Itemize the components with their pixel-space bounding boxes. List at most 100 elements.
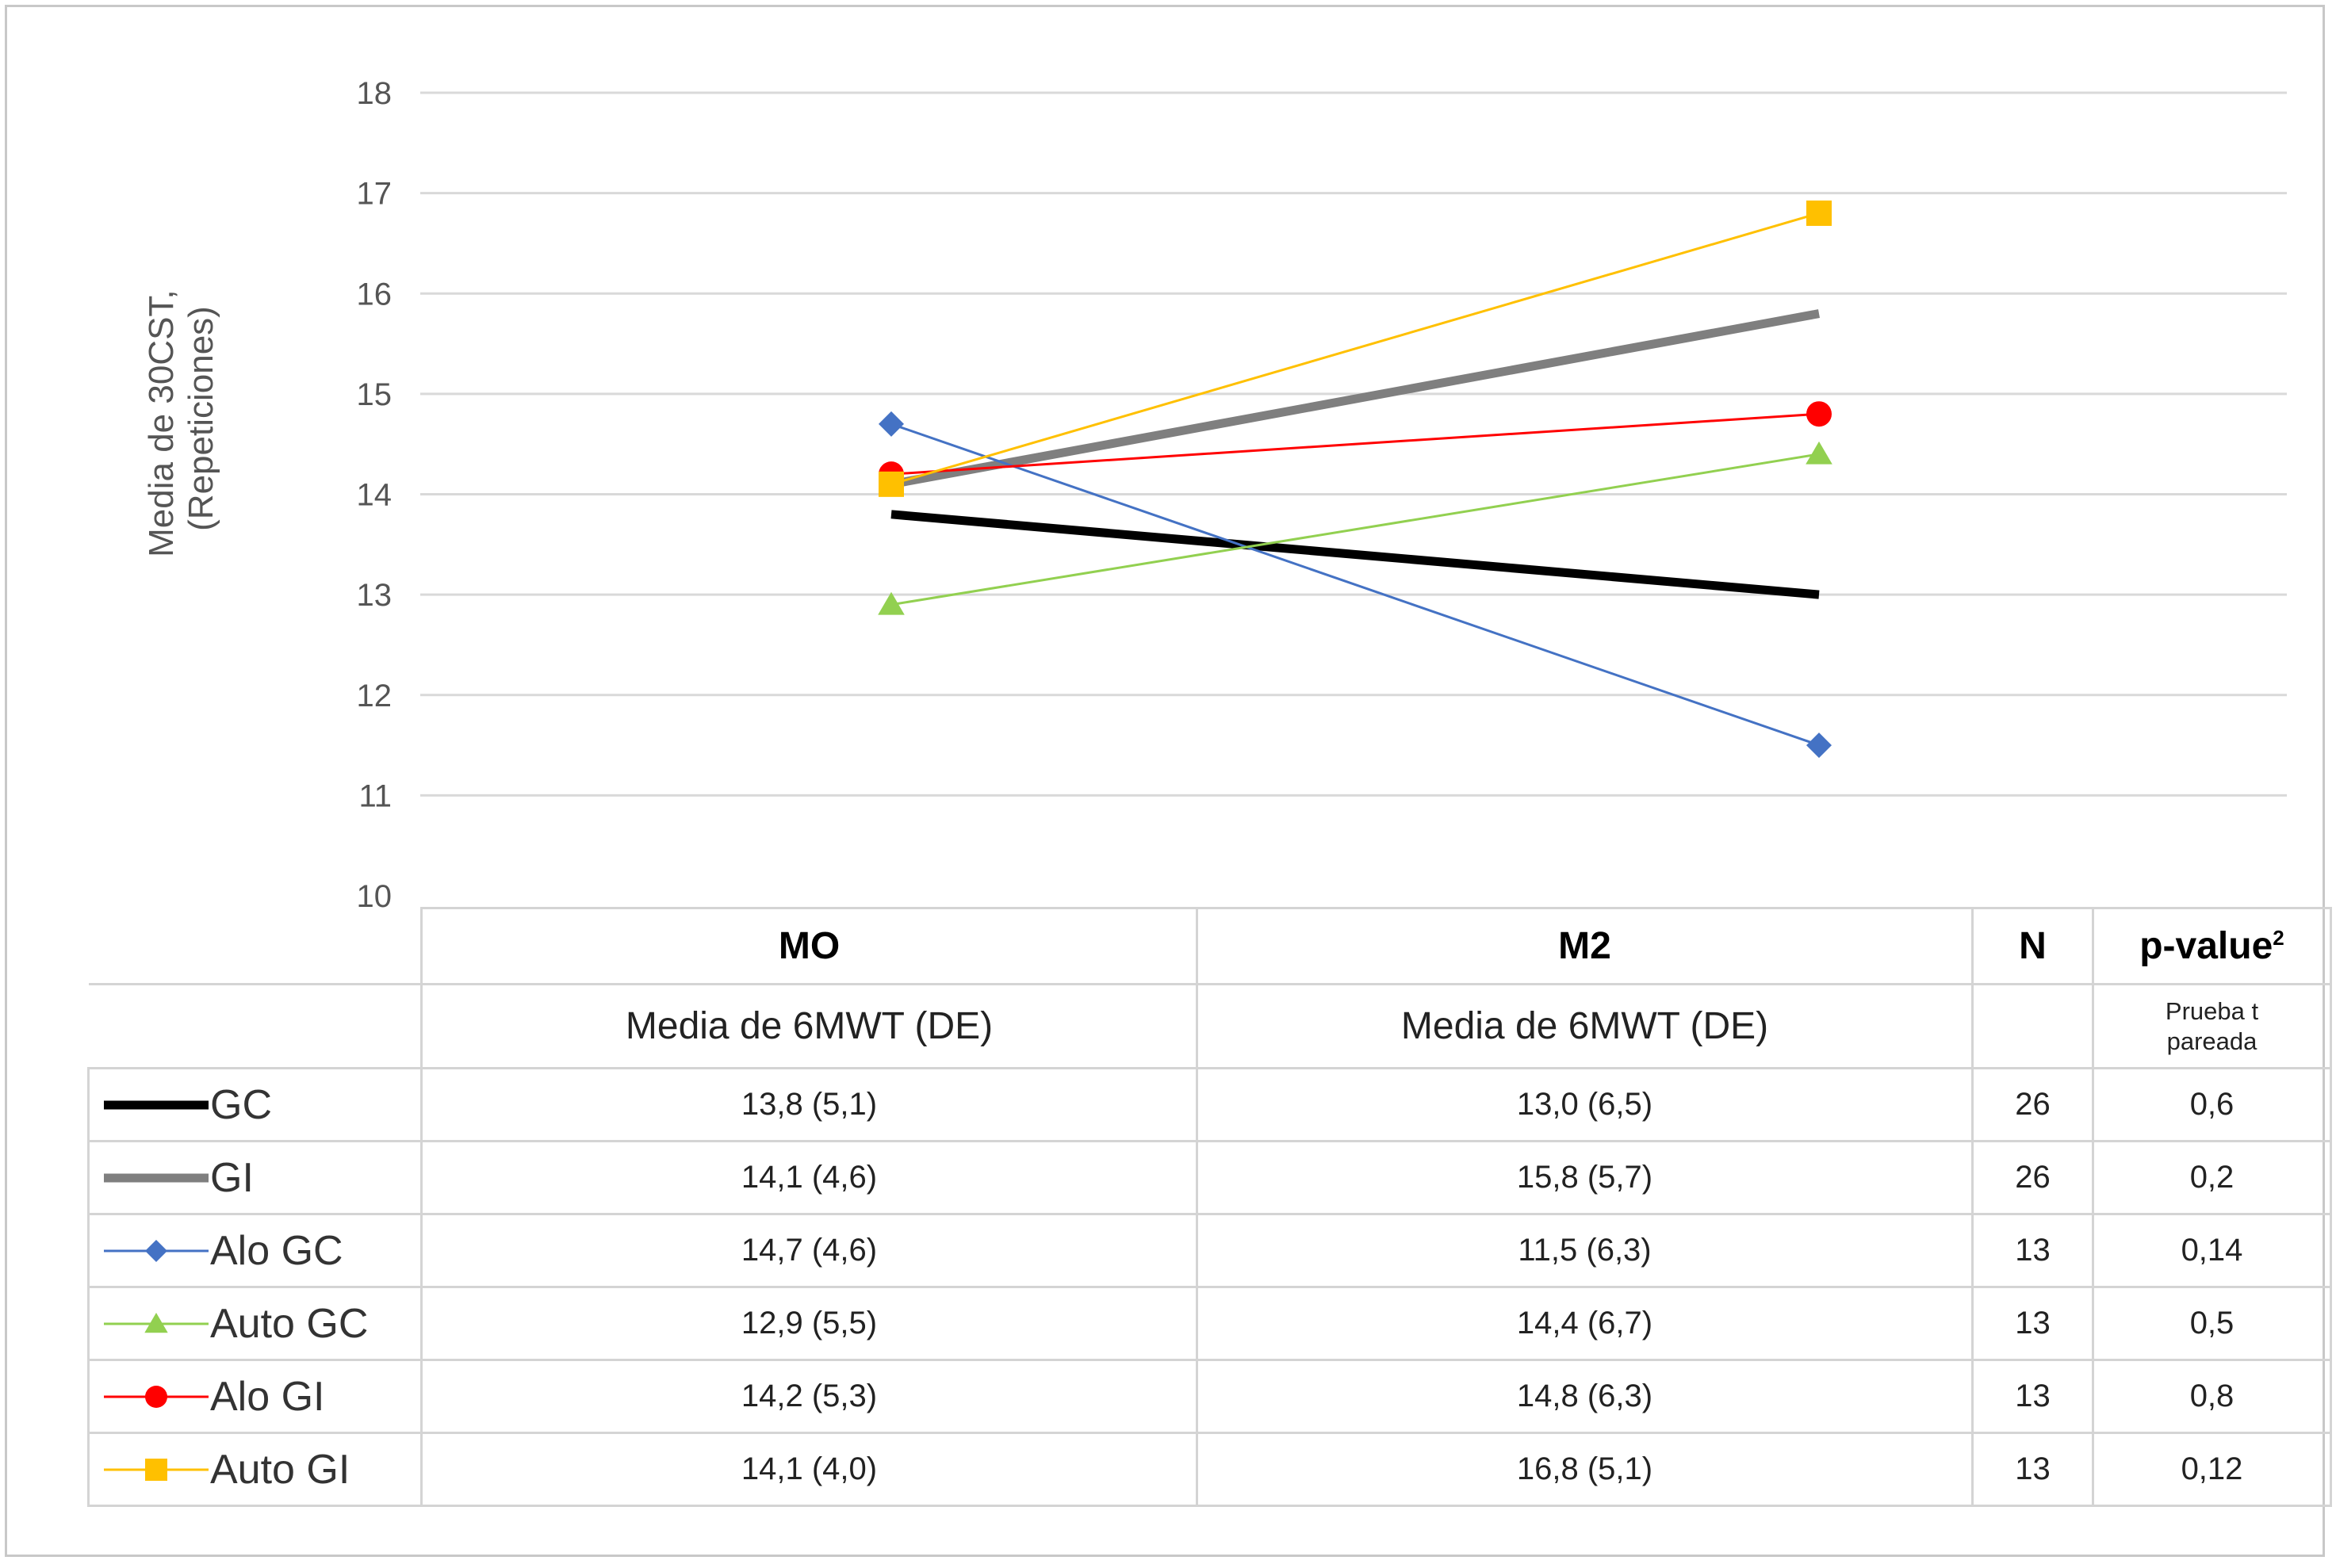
legend-label: Auto GC: [210, 1300, 369, 1347]
legend-cell: GI: [87, 1140, 423, 1215]
header-p-value-text: p-value: [2139, 925, 2273, 967]
legend-label: Alo GC: [210, 1227, 343, 1274]
y-tick-label: 13: [357, 578, 393, 613]
legend-key: [104, 1312, 209, 1333]
legend-cell: Auto GI: [87, 1432, 423, 1507]
square-marker: [1806, 200, 1832, 226]
subheader-n: [1971, 983, 2094, 1069]
legend-cell: GC: [87, 1067, 423, 1142]
figure-frame: [5, 5, 2325, 1557]
diamond-marker: [879, 411, 904, 437]
cell-n: 13: [1971, 1286, 2094, 1361]
legend-cell: Alo GC: [87, 1213, 423, 1288]
legend-key: [104, 1100, 209, 1109]
y-tick-label: 16: [357, 277, 393, 312]
y-axis-label-line2: (Repeticiones): [182, 306, 220, 531]
square-marker: [879, 471, 904, 497]
legend-key: [104, 1385, 209, 1408]
cell-m2: 14,4 (6,7): [1196, 1286, 1974, 1361]
table-row: Alo GC 14,7 (4,6) 11,5 (6,3) 13 0,14: [87, 1213, 2332, 1288]
header-p-value: p-value2: [2092, 907, 2332, 985]
subheader-p-line2: pareada: [2166, 1027, 2257, 1055]
y-tick-label: 12: [357, 679, 393, 713]
triangle-marker: [144, 1312, 168, 1333]
cell-n: 26: [1971, 1140, 2094, 1215]
table-row: GI 14,1 (4,6) 15,8 (5,7) 26 0,2: [87, 1140, 2332, 1215]
legend-cell: Alo GI: [87, 1359, 423, 1434]
cell-m2: 13,0 (6,5): [1196, 1067, 1974, 1142]
series-line: [890, 212, 1820, 486]
cell-p-value: 0,8: [2092, 1359, 2332, 1434]
series-gc: [890, 510, 1820, 599]
cell-p-value: 0,6: [2092, 1067, 2332, 1142]
legend-key: [104, 1173, 209, 1182]
legend-key: [104, 1458, 209, 1481]
subheader-p-line1: Prueba t: [2165, 996, 2259, 1025]
cell-n: 13: [1971, 1359, 2094, 1434]
series-gi: [890, 309, 1820, 489]
cell-n: 13: [1971, 1432, 2094, 1507]
header-p-value-sup: 2: [2273, 926, 2284, 950]
table-subheader-row: Media de 6MWT (DE) Media de 6MWT (DE) Pr…: [88, 983, 2332, 1069]
legend-key: [104, 1239, 209, 1262]
cell-n: 26: [1971, 1067, 2094, 1142]
y-tick-label: 14: [357, 478, 393, 513]
series-line: [890, 453, 1820, 606]
table-corner: [88, 908, 423, 985]
cell-mo: 13,8 (5,1): [420, 1067, 1198, 1142]
cell-mo: 14,7 (4,6): [420, 1213, 1198, 1288]
header-mo: MO: [420, 907, 1198, 985]
circle-marker: [145, 1385, 167, 1408]
y-axis-label: Media de 30CST, (Repeticiones): [142, 280, 220, 557]
series-auto-gc: [878, 441, 1832, 615]
series-auto-gi: [879, 200, 1832, 497]
y-tick-label: 18: [357, 76, 393, 111]
y-tick-label: 11: [358, 778, 392, 813]
series-lines: [878, 200, 1832, 759]
diamond-marker: [145, 1239, 167, 1262]
data-table: MO M2 N p-value2 Media de 6MWT (DE) Medi…: [87, 907, 2332, 1507]
square-marker: [145, 1458, 167, 1481]
legend-cell: Auto GC: [87, 1286, 423, 1361]
table-body: GC 13,8 (5,1) 13,0 (6,5) 26 0,6 GI 14,1 (4,6) 1…: [87, 1067, 2332, 1507]
series-line: [890, 423, 1820, 747]
legend-label: Alo GI: [210, 1373, 325, 1420]
header-m2: M2: [1196, 907, 1974, 985]
subheader-p-test: Prueba t pareada: [2092, 983, 2332, 1069]
circle-marker: [1806, 401, 1832, 427]
series-line: [890, 510, 1820, 599]
cell-p-value: 0,14: [2092, 1213, 2332, 1288]
cell-p-value: 0,2: [2092, 1140, 2332, 1215]
triangle-marker: [878, 591, 905, 615]
y-tick-label: 17: [357, 177, 393, 212]
legend-label: GC: [210, 1081, 272, 1128]
table-row: Auto GC 12,9 (5,5) 14,4 (6,7) 13 0,5: [87, 1286, 2332, 1361]
table-corner-2: [88, 984, 423, 1069]
cell-p-value: 0,12: [2092, 1432, 2332, 1507]
subheader-m2: Media de 6MWT (DE): [1196, 983, 1974, 1069]
series-alo-gi: [879, 401, 1832, 488]
y-axis-label-line1: Media de 30CST,: [142, 289, 181, 557]
diamond-marker: [1806, 732, 1832, 759]
series-line: [890, 412, 1820, 476]
series-alo-gc: [879, 411, 1832, 759]
header-n: N: [1971, 907, 2094, 985]
triangle-marker: [1806, 441, 1832, 465]
legend-label: Auto GI: [210, 1446, 350, 1493]
cell-m2: 15,8 (5,7): [1196, 1140, 1974, 1215]
cell-mo: 12,9 (5,5): [420, 1286, 1198, 1361]
cell-n: 13: [1971, 1213, 2094, 1288]
table-header-row: MO M2 N p-value2: [88, 907, 2332, 985]
cell-m2: 14,8 (6,3): [1196, 1359, 1974, 1434]
cell-mo: 14,2 (5,3): [420, 1359, 1198, 1434]
cell-mo: 14,1 (4,0): [420, 1432, 1198, 1507]
table-row: GC 13,8 (5,1) 13,0 (6,5) 26 0,6: [87, 1067, 2332, 1142]
cell-m2: 11,5 (6,3): [1196, 1213, 1974, 1288]
gridlines: [420, 91, 2287, 797]
legend-label: GI: [210, 1154, 254, 1201]
table-row: Alo GI 14,2 (5,3) 14,8 (6,3) 13 0,8: [87, 1359, 2332, 1434]
subheader-mo: Media de 6MWT (DE): [420, 983, 1198, 1069]
series-line: [890, 309, 1820, 489]
